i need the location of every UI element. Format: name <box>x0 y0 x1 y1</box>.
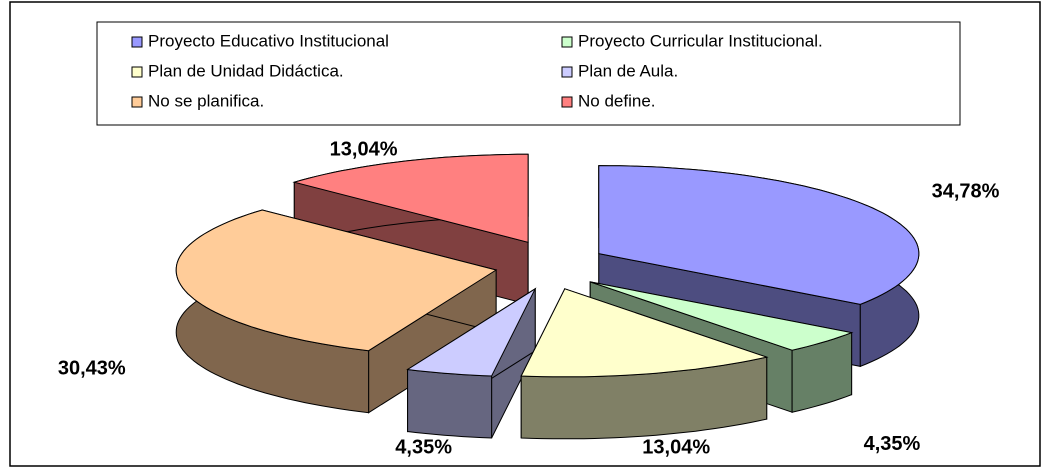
legend-label: Plan de Unidad Didáctica. <box>148 61 344 80</box>
legend-label: Proyecto Educativo Institucional <box>148 31 389 50</box>
slice-top <box>292 153 529 243</box>
legend-swatch <box>131 36 143 48</box>
legend-swatch <box>131 66 143 78</box>
data-label: 13,04% <box>642 436 710 458</box>
legend-swatch <box>561 66 573 78</box>
legend-swatch <box>561 96 573 108</box>
slice-top <box>175 209 498 352</box>
data-label: 34,78% <box>932 181 1000 203</box>
slice-side <box>407 368 493 439</box>
slice <box>520 288 769 440</box>
slice-top <box>520 288 769 378</box>
legend-box <box>96 21 961 126</box>
data-label: 4,35% <box>864 433 921 455</box>
legend-label: Proyecto Curricular Institucional. <box>578 31 823 50</box>
data-label: 30,43% <box>58 357 126 379</box>
legend-label: Plan de Aula. <box>578 61 678 80</box>
legend-label: No se planifica. <box>148 91 264 110</box>
slice <box>406 287 537 439</box>
slice <box>175 209 498 414</box>
slice-top <box>598 165 920 305</box>
data-label: 13,04% <box>330 138 398 160</box>
legend-swatch <box>131 96 143 108</box>
data-label: 4,35% <box>395 436 452 458</box>
slice-top <box>590 281 854 351</box>
slice-top <box>406 287 537 377</box>
legend-swatch <box>561 36 573 48</box>
legend-label: No define. <box>578 91 656 110</box>
